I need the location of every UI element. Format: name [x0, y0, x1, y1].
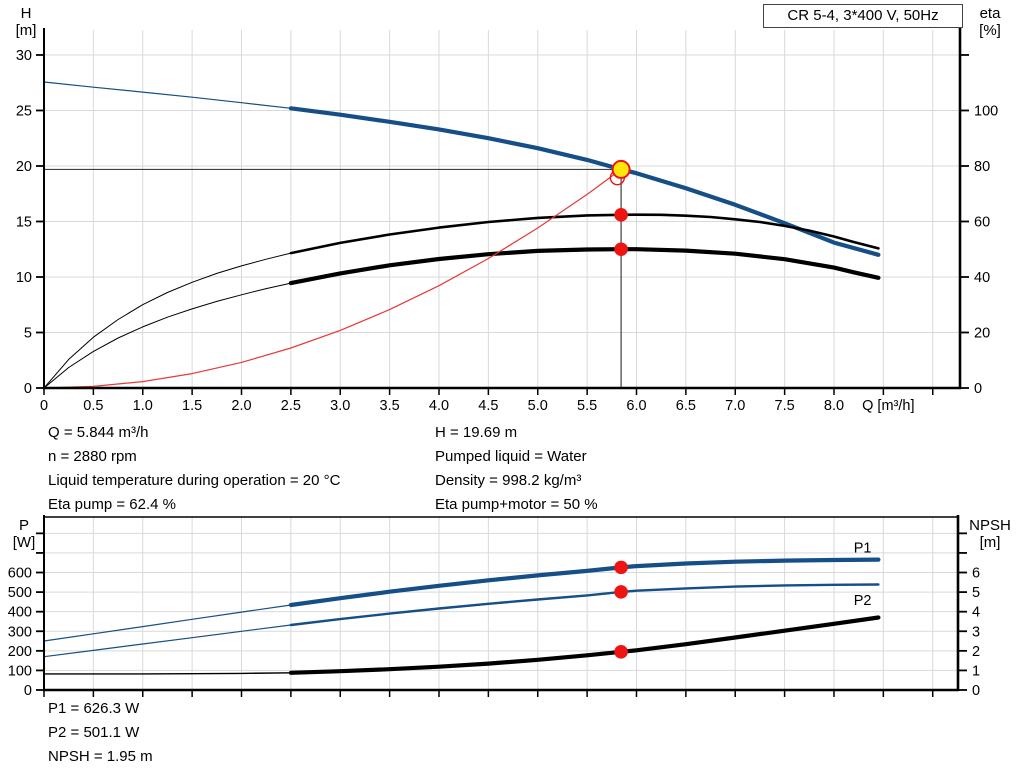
tick-label-left: 0: [24, 683, 32, 699]
series-eta-pump-motor-curve: [288, 247, 881, 286]
tick-label-left: 500: [8, 585, 32, 601]
info-speed: n = 2880 rpm: [48, 448, 137, 465]
grid: [44, 517, 958, 690]
tick-label-right: 20: [974, 325, 990, 341]
duty-info-left: Q = 5.844 m³/h n = 2880 rpm Liquid tempe…: [48, 421, 340, 517]
tick-label-x: 2.0: [231, 398, 251, 414]
series-eta-pump-curve-thin: [43, 252, 292, 389]
grid: [44, 30, 960, 388]
series-label-P1: P1: [854, 540, 872, 556]
series-label-P2: P2: [854, 593, 872, 609]
pump-title-box: CR 5-4, 3*400 V, 50Hz: [763, 4, 963, 28]
tick-label-x: 7.5: [775, 398, 795, 414]
tick-label-left: 100: [8, 663, 32, 679]
tick-label-x: 0.5: [83, 398, 103, 414]
eta-pump-dot-marker: [614, 208, 628, 222]
p-axis-title: P: [18, 517, 29, 534]
tick-label-x: 4.0: [429, 398, 449, 414]
series-P1-curve: [288, 557, 881, 608]
info-liquid-temp: Liquid temperature during operation = 20…: [48, 472, 341, 489]
info-p1: P1 = 626.3 W: [48, 700, 140, 717]
duty-point-marker[interactable]: [611, 159, 631, 179]
bottom-left-axis-title: P [W]: [4, 517, 44, 551]
series-H-curve: [288, 106, 881, 257]
h-axis-unit: [m]: [15, 22, 37, 39]
series-P1-curve-thin: [43, 604, 292, 642]
tick-label-right: 2: [972, 644, 980, 660]
npsh-dot-marker: [614, 645, 628, 659]
tick-label-left: 25: [16, 103, 32, 119]
tick-label-left: 200: [8, 644, 32, 660]
tick-label-x: 7.0: [725, 398, 745, 414]
info-eta-pump: Eta pump = 62.4 %: [48, 496, 176, 513]
series-NPSH-curve-thin: [43, 672, 292, 675]
tick-label-left: 10: [16, 270, 32, 286]
tick-label-x: 0: [40, 398, 48, 414]
series-P2-curve: [289, 583, 880, 627]
tick-label-x: 1.5: [182, 398, 202, 414]
tick-label-x: 5.0: [528, 398, 548, 414]
tick-label-x: 6.0: [626, 398, 646, 414]
top-right-axis-title: eta [%]: [968, 5, 1012, 39]
x-axis-title: Q [m³/h]: [862, 398, 914, 414]
info-npsh: NPSH = 1.95 m: [48, 748, 153, 765]
series-P2-curve-thin: [43, 624, 292, 658]
info-p2: P2 = 501.1 W: [48, 724, 140, 741]
info-eta-pump-motor: Eta pump+motor = 50 %: [435, 496, 598, 513]
info-pumped-liquid: Pumped liquid = Water: [435, 448, 587, 465]
duty-info-right: H = 19.69 m Pumped liquid = Water Densit…: [435, 421, 598, 517]
npsh-axis-title: NPSH: [969, 517, 1011, 534]
p2-dot-marker: [614, 585, 628, 599]
tick-label-left: 600: [8, 566, 32, 582]
tick-label-left: 300: [8, 624, 32, 640]
info-q: Q = 5.844 m³/h: [48, 424, 149, 441]
tick-label-right: 6: [972, 566, 980, 582]
tick-label-left: 30: [16, 48, 32, 64]
tick-label-x: 8.0: [824, 398, 844, 414]
info-density: Density = 998.2 kg/m³: [435, 472, 582, 489]
tick-label-right: 0: [974, 381, 982, 397]
tick-label-x: 6.5: [676, 398, 696, 414]
bottom-right-axis-title: NPSH [m]: [960, 517, 1020, 551]
tick-label-x: 1.0: [133, 398, 153, 414]
tick-label-right: 80: [974, 159, 990, 175]
tick-label-right: 1: [972, 663, 980, 679]
tick-label-left: 400: [8, 605, 32, 621]
tick-label-right: 60: [974, 214, 990, 230]
eta-axis-title: eta: [979, 5, 1001, 22]
tick-label-right: 5: [972, 585, 980, 601]
power-npsh-chart: 0 100 200 300 400 500 600 0 1 2 3 4 5 6 P1 P2: [8, 515, 980, 699]
tick-label-x: 4.5: [478, 398, 498, 414]
h-axis-title: H: [20, 5, 32, 22]
series-eta-pump-curve: [289, 213, 880, 255]
top-left-axis-title: H [m]: [8, 5, 44, 39]
info-head: H = 19.69 m: [435, 424, 518, 441]
p-axis-unit: [W]: [12, 534, 36, 551]
tick-label-right: 40: [974, 270, 990, 286]
series-H-curve-thin: [43, 81, 292, 109]
tick-label-x: 2.5: [281, 398, 301, 414]
npsh-axis-unit: [m]: [979, 534, 1001, 551]
eta-pump-motor-dot-marker: [614, 242, 628, 257]
tick-label-left: 15: [16, 214, 32, 230]
hq-chart: 0 5 10 15 20 25 30 0 20 40 60 80 100 0 0.5 1.0 1.5 2.0 2.5…: [16, 28, 998, 414]
tick-label-right: 3: [972, 624, 980, 640]
tick-label-left: 5: [24, 325, 32, 341]
series-eta-pump-motor-curve-thin: [43, 282, 292, 389]
tick-label-x: 5.5: [577, 398, 597, 414]
tick-label-x: 3.0: [330, 398, 350, 414]
p1-dot-marker: [614, 560, 628, 575]
tick-label-right: 0: [972, 683, 980, 699]
tick-label-left: 20: [16, 159, 32, 175]
eta-axis-unit: [%]: [979, 22, 1001, 39]
tick-label-x: 3.5: [380, 398, 400, 414]
power-info: P1 = 626.3 W P2 = 501.1 W NPSH = 1.95 m: [48, 697, 153, 769]
tick-label-right: 100: [974, 103, 998, 119]
tick-label-left: 0: [24, 381, 32, 397]
series-system-curve: [43, 168, 622, 389]
series-NPSH-curve: [288, 615, 881, 675]
tick-label-right: 4: [972, 605, 980, 621]
